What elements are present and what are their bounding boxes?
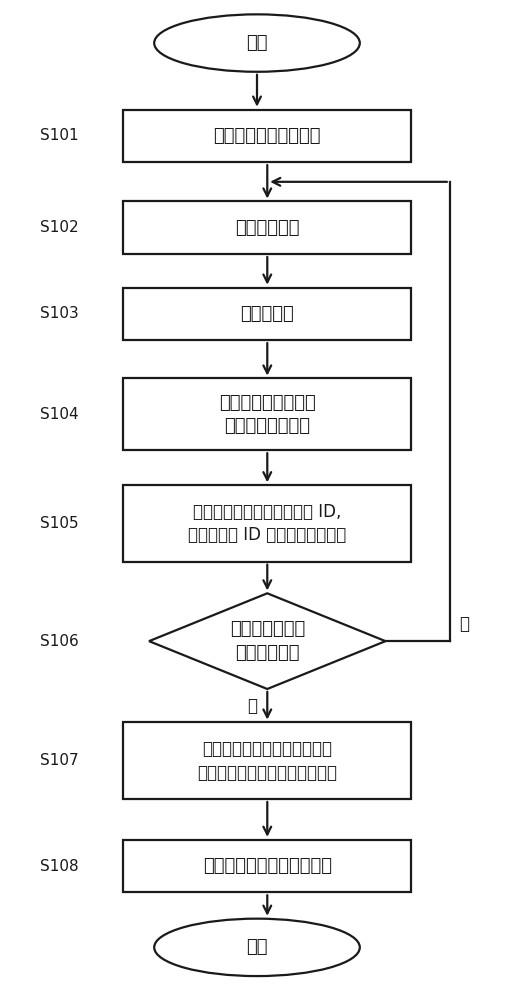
Text: S107: S107: [40, 753, 79, 768]
FancyBboxPatch shape: [123, 288, 411, 340]
Text: 是: 是: [247, 697, 257, 715]
Text: S103: S103: [40, 306, 79, 321]
Text: 开始: 开始: [246, 34, 268, 52]
Text: 否: 否: [459, 615, 469, 633]
FancyBboxPatch shape: [123, 378, 411, 450]
Ellipse shape: [154, 14, 360, 72]
Text: S101: S101: [40, 128, 79, 143]
Text: 受理特定关节点的指定: 受理特定关节点的指定: [213, 127, 321, 145]
FancyBboxPatch shape: [123, 110, 411, 162]
FancyBboxPatch shape: [123, 840, 411, 892]
Text: 输出各作业人员的移动距离: 输出各作业人员的移动距离: [203, 857, 332, 875]
Text: 根据预定时间的各关节点的轨
迹，计算各作业人员的移动距离: 根据预定时间的各关节点的轨 迹，计算各作业人员的移动距离: [197, 740, 337, 782]
FancyBboxPatch shape: [123, 722, 411, 799]
Text: 取得摄像图像: 取得摄像图像: [235, 219, 300, 237]
Text: 结束: 结束: [246, 938, 268, 956]
FancyBboxPatch shape: [123, 201, 411, 254]
Text: S106: S106: [40, 634, 79, 649]
Ellipse shape: [154, 919, 360, 976]
Text: 取得了预定时间
的摄像图像？: 取得了预定时间 的摄像图像？: [230, 620, 305, 662]
Text: S105: S105: [40, 516, 79, 531]
Text: 从摄像图像抽出特定
关节点的颜色信息: 从摄像图像抽出特定 关节点的颜色信息: [219, 394, 316, 435]
Text: S104: S104: [40, 407, 79, 422]
Polygon shape: [149, 593, 386, 689]
Text: S102: S102: [40, 220, 79, 235]
Text: 检测关节点: 检测关节点: [241, 305, 294, 323]
Text: S108: S108: [40, 859, 79, 874]
Text: 根据颜色信息确定作业人员 ID,
将作业人员 ID 与关节点关联起来: 根据颜色信息确定作业人员 ID, 将作业人员 ID 与关节点关联起来: [188, 503, 346, 544]
FancyBboxPatch shape: [123, 485, 411, 562]
